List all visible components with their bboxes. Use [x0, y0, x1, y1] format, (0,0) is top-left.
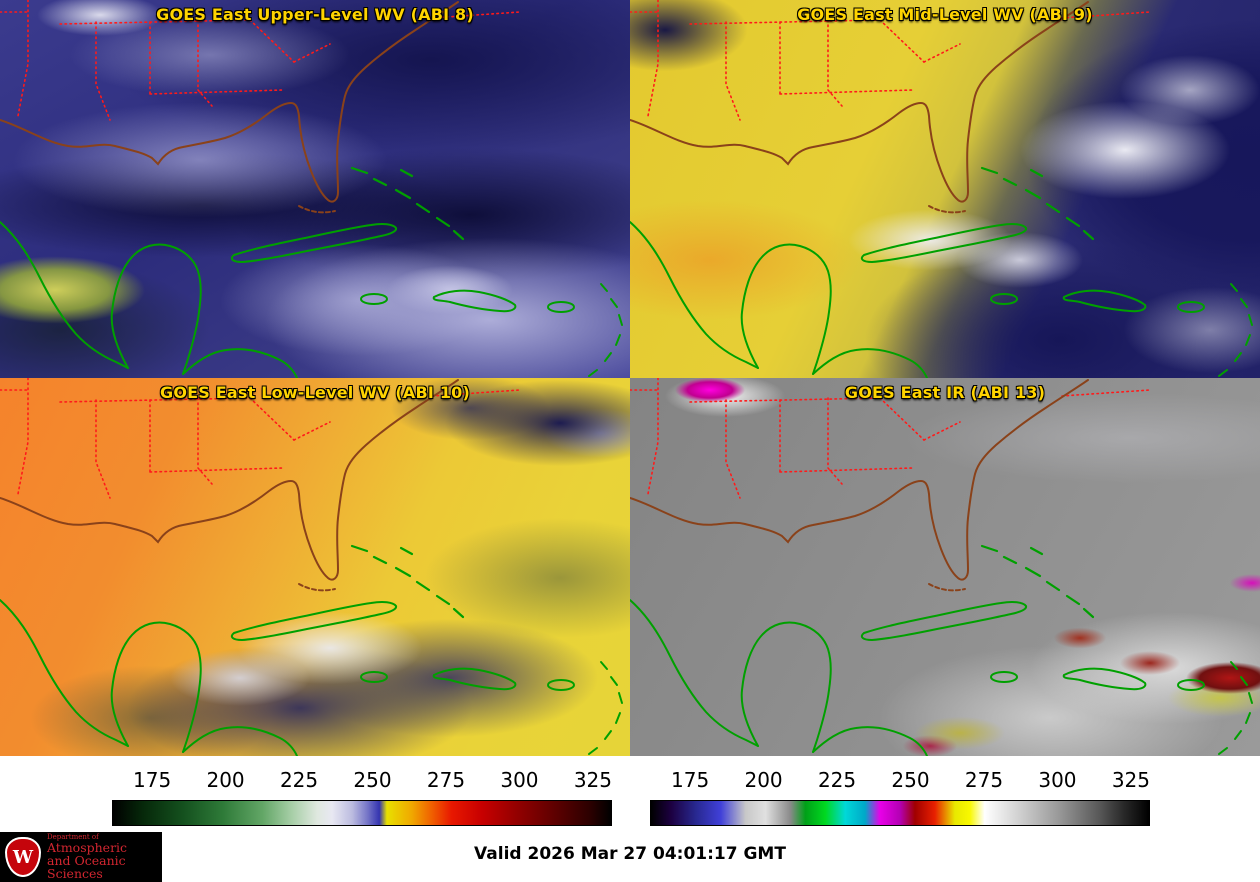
footer: W Department of Atmospheric and Oceanic …: [0, 832, 1260, 882]
colorbar-tick-label: 200: [744, 768, 783, 792]
panel-title-abi8: GOES East Upper-Level WV (ABI 8): [156, 5, 474, 24]
ir-colorbar-ticks: 175 200 225 250 275 300 325: [650, 768, 1150, 792]
satellite-imagery-abi9: [630, 0, 1260, 378]
satellite-imagery-abi13: [630, 378, 1260, 756]
colorbar-tick-label: 200: [206, 768, 245, 792]
panel-mid-level-wv: GOES East Mid-Level WV (ABI 9): [630, 0, 1260, 378]
colorbar-row: 175 200 225 250 275 300 325 175 200 225 250 275 300…: [0, 756, 1260, 832]
panel-title-abi13: GOES East IR (ABI 13): [844, 383, 1046, 402]
colorbar-tick-label: 250: [353, 768, 392, 792]
panel-upper-level-wv: GOES East Upper-Level WV (ABI 8): [0, 0, 630, 378]
colorbar-tick-label: 175: [671, 768, 710, 792]
colorbar-tick-label: 300: [500, 768, 539, 792]
colorbar-tick-label: 225: [279, 768, 319, 792]
satellite-imagery-abi8: [0, 0, 630, 378]
logo-line1: Atmospheric: [47, 839, 128, 855]
colorbar-tick-label: 325: [1111, 768, 1150, 792]
wv-colorbar: [112, 800, 612, 826]
colorbar-tick-label: 300: [1038, 768, 1077, 792]
uw-crest-icon: W: [5, 837, 41, 877]
satellite-quad-grid: GOES East Upper-Level WV (ABI 8) GOES Ea…: [0, 0, 1260, 756]
panel-ir: GOES East IR (ABI 13): [630, 378, 1260, 756]
colorbar-tick-label: 225: [817, 768, 857, 792]
colorbar-tick-label: 250: [891, 768, 930, 792]
map-overlay-coastlines: [0, 0, 630, 378]
panel-title-abi10: GOES East Low-Level WV (ABI 10): [159, 383, 470, 402]
satellite-imagery-abi10: [0, 378, 630, 756]
colorbar-tick-label: 275: [964, 768, 1004, 792]
map-overlay-coastlines: [630, 0, 1260, 378]
valid-time-label: Valid 2026 Mar 27 04:01:17 GMT: [474, 844, 786, 864]
ir-colorbar: [650, 800, 1150, 826]
colorbar-tick-label: 175: [133, 768, 172, 792]
panel-title-abi9: GOES East Mid-Level WV (ABI 9): [797, 5, 1093, 24]
colorbar-tick-label: 275: [426, 768, 466, 792]
logo-dept-line: Department of: [47, 832, 99, 841]
colorbar-tick-label: 325: [573, 768, 612, 792]
map-overlay-coastlines: [0, 378, 630, 756]
logo-line2: and Oceanic Sciences: [47, 853, 126, 882]
logo-text: Department of Atmospheric and Oceanic Sc…: [47, 832, 156, 882]
wv-colorbar-ticks: 175 200 225 250 275 300 325: [112, 768, 612, 792]
map-overlay-coastlines: [630, 378, 1260, 756]
uw-aos-logo: W Department of Atmospheric and Oceanic …: [0, 832, 162, 882]
panel-low-level-wv: GOES East Low-Level WV (ABI 10): [0, 378, 630, 756]
